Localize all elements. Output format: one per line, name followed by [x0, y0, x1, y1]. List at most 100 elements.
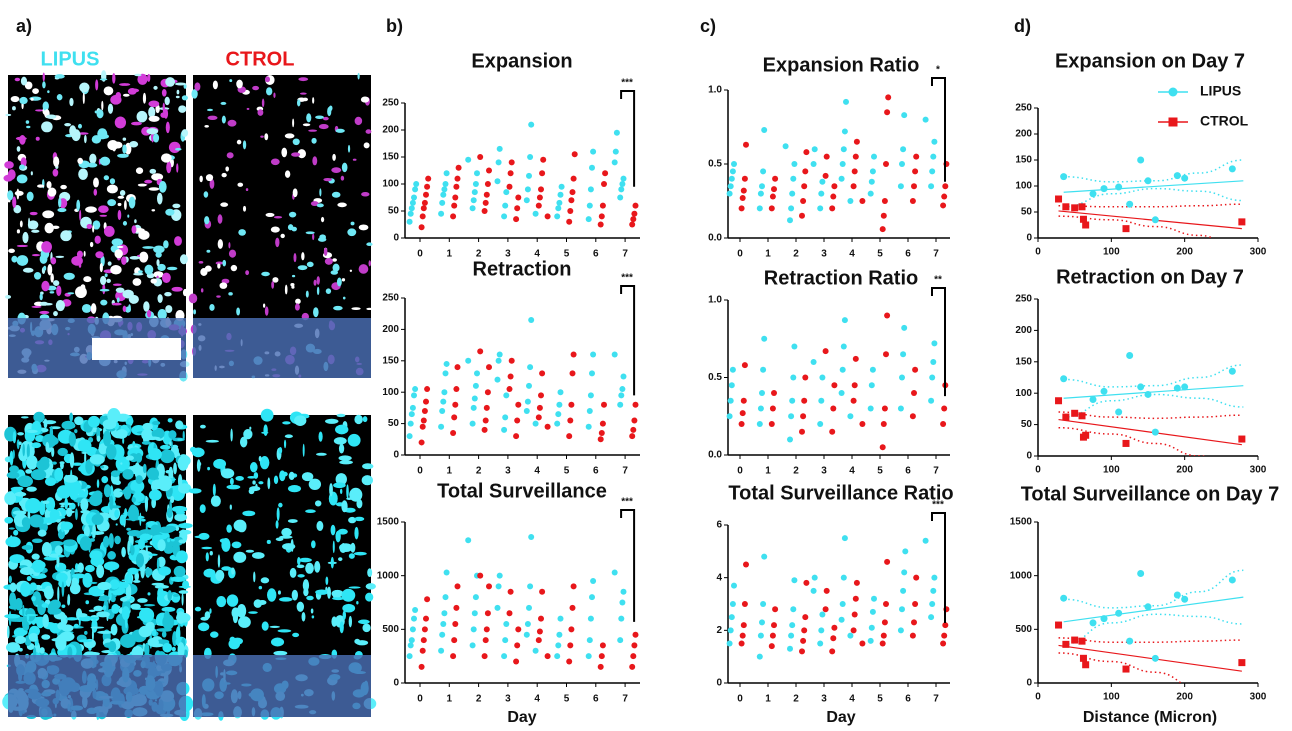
- cell-blob: [160, 153, 172, 163]
- legend-label: CTROL: [1200, 113, 1249, 129]
- data-point: [787, 645, 793, 652]
- cell-blob: [217, 263, 221, 269]
- data-point: [589, 370, 595, 377]
- data-point: [536, 404, 543, 411]
- cell-blob: [57, 207, 67, 213]
- data-point: [556, 631, 563, 638]
- cell-blob: [79, 209, 82, 221]
- data-point: [496, 351, 503, 358]
- y-tick-label: 250: [1015, 103, 1032, 114]
- data-point: [931, 340, 938, 347]
- cell-blob: [305, 509, 316, 514]
- data-point: [630, 653, 637, 660]
- cell-blob: [65, 571, 72, 587]
- data-point: [1173, 384, 1181, 392]
- cell-blob: [279, 535, 293, 539]
- cell-blob: [248, 611, 258, 614]
- cell-blob: [181, 593, 184, 606]
- cell-blob: [114, 535, 121, 545]
- cell-blob: [260, 577, 270, 584]
- cell-blob: [158, 180, 167, 193]
- cell-blob: [26, 429, 38, 433]
- cell-blob: [65, 507, 73, 517]
- data-point: [739, 410, 746, 417]
- cell-blob: [259, 456, 270, 470]
- data-point: [526, 172, 532, 179]
- cell-blob: [51, 447, 55, 458]
- cell-blob: [131, 496, 136, 503]
- data-point: [802, 374, 809, 381]
- cell-blob: [258, 455, 262, 462]
- data-point: [840, 343, 847, 350]
- cell-blob: [127, 505, 140, 522]
- cell-blob: [78, 262, 82, 268]
- cell-blob: [362, 416, 368, 423]
- data-point: [502, 414, 509, 421]
- cell-blob: [72, 573, 86, 579]
- cell-blob: [233, 519, 247, 532]
- data-point: [474, 370, 480, 377]
- data-point: [568, 401, 575, 408]
- data-point: [1137, 156, 1145, 164]
- significance-label: *: [936, 65, 940, 76]
- data-point: [829, 205, 836, 212]
- cell-blob: [316, 520, 324, 532]
- data-point: [514, 205, 521, 212]
- cell-blob: [217, 214, 223, 224]
- data-point: [902, 548, 909, 555]
- cell-blob: [154, 584, 170, 589]
- cell-blob: [302, 97, 308, 102]
- cell-blob: [129, 141, 139, 148]
- cell-blob: [221, 115, 226, 124]
- data-point: [419, 647, 426, 654]
- cell-blob: [301, 611, 306, 622]
- cell-blob: [228, 242, 231, 249]
- data-point: [1078, 412, 1086, 420]
- x-tick-label: 1: [765, 466, 771, 477]
- cell-blob: [117, 209, 122, 221]
- cell-blob: [53, 156, 60, 167]
- cell-blob: [65, 617, 78, 621]
- cell-blob: [111, 140, 117, 152]
- cell-blob: [368, 260, 371, 267]
- data-point: [869, 608, 876, 615]
- cell-blob: [8, 248, 15, 254]
- cell-blob: [213, 458, 227, 469]
- x-tick-label: 1: [447, 466, 453, 477]
- cell-blob: [132, 441, 136, 447]
- x-tick-label: 0: [417, 694, 423, 705]
- cell-blob: [14, 598, 23, 611]
- data-point: [515, 401, 522, 408]
- cell-blob: [55, 299, 66, 312]
- data-point: [411, 615, 417, 622]
- data-point: [1228, 576, 1236, 584]
- data-point: [850, 397, 857, 404]
- cell-blob: [151, 427, 165, 440]
- data-point: [527, 364, 534, 371]
- data-point: [771, 622, 777, 629]
- data-point: [483, 626, 490, 633]
- data-point: [868, 178, 875, 185]
- cell-blob: [221, 538, 231, 552]
- data-point: [474, 170, 480, 177]
- cell-blob: [182, 430, 185, 441]
- cell-blob: [23, 613, 39, 617]
- x-tick-label: 6: [593, 249, 599, 260]
- cell-blob: [41, 541, 52, 557]
- data-point: [507, 170, 514, 177]
- cell-blob: [22, 604, 25, 617]
- data-point: [470, 404, 477, 411]
- cell-blob: [129, 255, 140, 260]
- y-tick-label: 200: [382, 324, 399, 335]
- chart-title: Retraction on Day 7: [1056, 266, 1244, 288]
- cell-blob: [56, 94, 63, 101]
- data-point: [567, 642, 574, 649]
- cell-blob: [19, 567, 34, 576]
- y-tick-label: 150: [382, 152, 399, 163]
- cell-blob: [122, 305, 127, 312]
- cell-blob: [57, 554, 66, 558]
- cell-blob: [276, 507, 280, 521]
- cell-blob: [242, 140, 247, 150]
- data-point: [590, 148, 597, 155]
- data-point: [884, 558, 891, 565]
